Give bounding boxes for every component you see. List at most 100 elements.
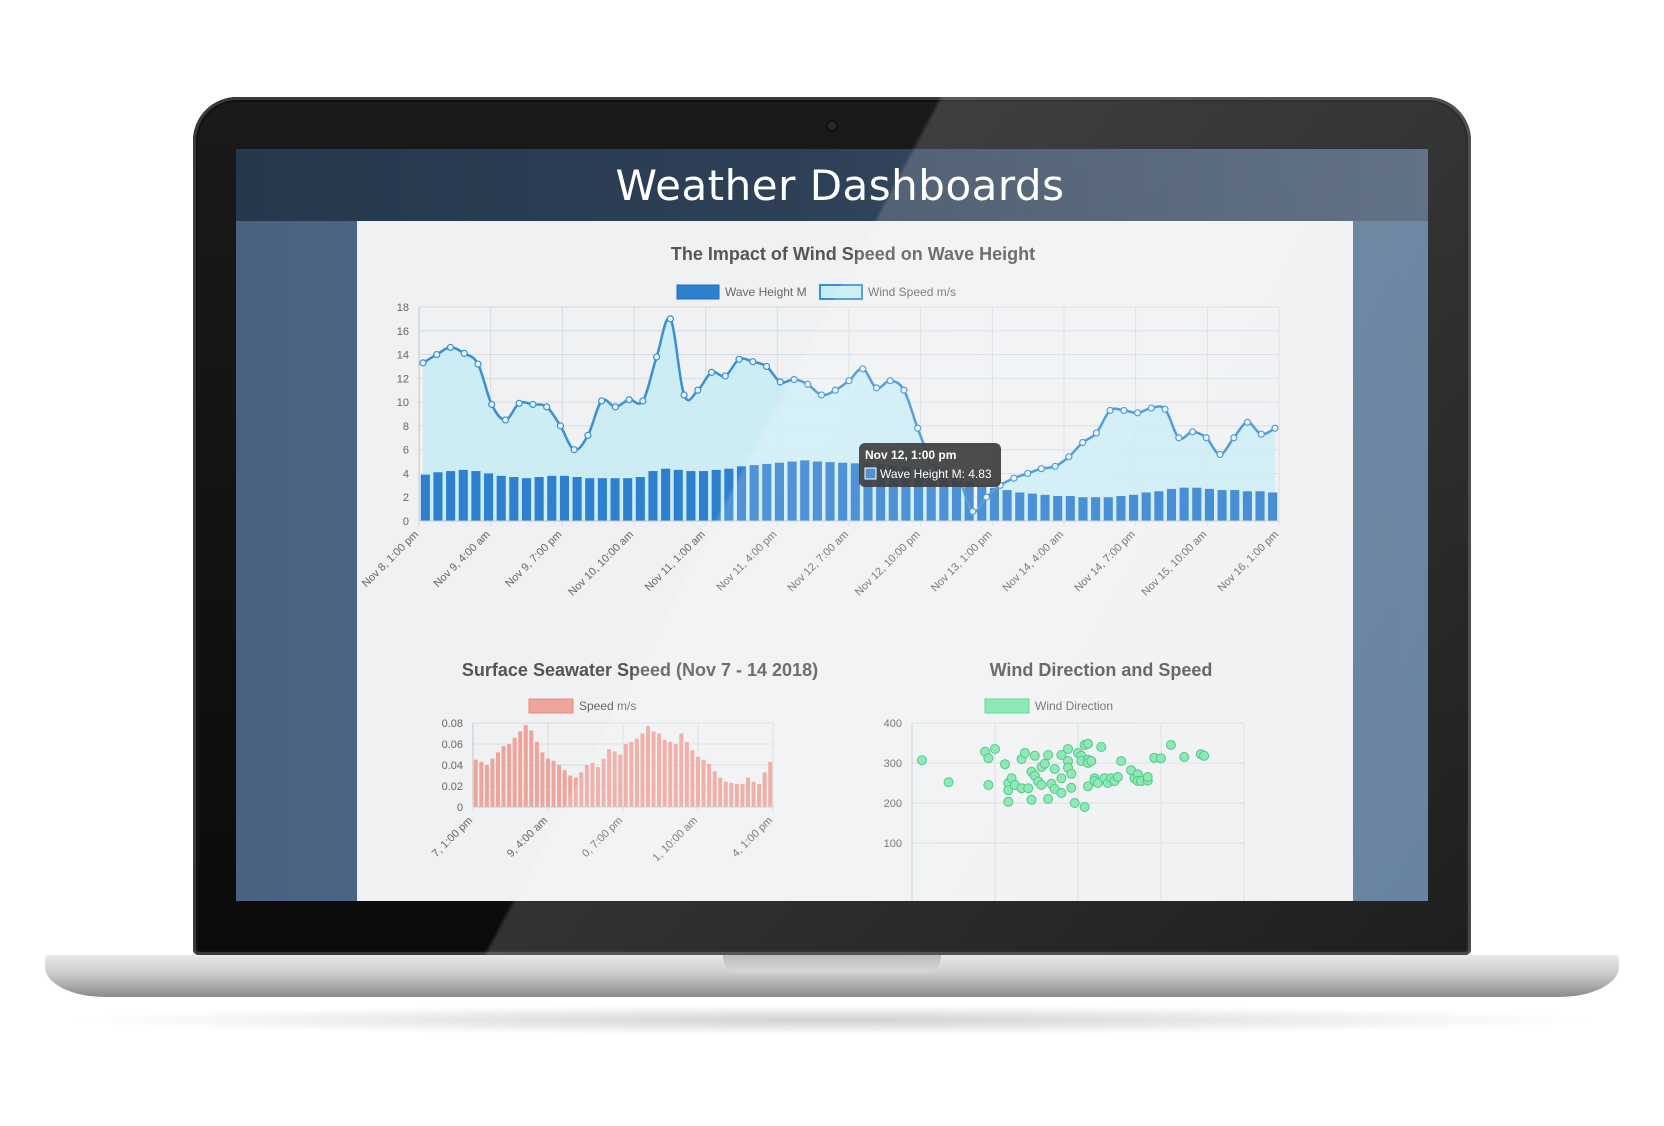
- sea-x-tick-label: 9, 4:00 am: [505, 815, 550, 860]
- seawater-speed-bar: [673, 744, 678, 807]
- wind-direction-point: [983, 753, 994, 764]
- wind-direction-point: [1056, 788, 1067, 798]
- wave-height-bar: [1040, 494, 1050, 521]
- wind-direction-point: [1036, 780, 1047, 790]
- wave-height-bar: [1002, 490, 1012, 521]
- wind-direction-point: [1142, 772, 1153, 782]
- wind-speed-point: [872, 384, 881, 392]
- seawater-speed-bar: [490, 758, 495, 807]
- wind-speed-point: [1257, 430, 1265, 438]
- wave-height-bar: [736, 466, 747, 521]
- wind-direction-point: [1043, 750, 1054, 760]
- seawater-chart-plot: [473, 725, 773, 807]
- wave-height-bar: [1179, 487, 1189, 521]
- wind-direction-point: [1156, 753, 1166, 764]
- seawater-speed-bar: [651, 731, 656, 807]
- legend-swatch-speed[interactable]: [528, 698, 574, 714]
- wind-speed-point: [1106, 406, 1114, 415]
- legend-label-speed[interactable]: Speed m/s: [579, 699, 636, 713]
- wind-speed-point: [570, 446, 578, 454]
- wind-speed-point: [488, 400, 496, 409]
- seawater-speed-bar: [546, 758, 550, 807]
- legend-label-wind-speed[interactable]: Wind Speed m/s: [868, 285, 956, 299]
- laptop-shadow: [60, 1005, 1604, 1035]
- wind-direction-point: [1019, 748, 1030, 758]
- main-y-tick-label: 4: [403, 468, 409, 480]
- main-x-tick-label: Nov 11, 4:00 pm: [714, 529, 779, 594]
- wind-speed-point: [900, 386, 908, 394]
- wave-height-bar: [901, 466, 911, 521]
- seawater-speed-bar: [723, 781, 728, 807]
- wind-speed-point: [611, 403, 619, 411]
- wind-speed-point: [1037, 465, 1045, 473]
- scatter-y-tick-label: 300: [884, 758, 902, 770]
- wave-height-bar: [914, 468, 924, 521]
- seawater-speed-bar: [701, 759, 706, 807]
- main-y-tick-label: 6: [403, 445, 409, 457]
- wave-height-bar: [509, 477, 519, 521]
- wind-speed-point: [543, 403, 551, 411]
- wind-speed-point: [1010, 474, 1018, 482]
- legend-label-wave-height[interactable]: Wave Height M: [725, 285, 807, 299]
- charts-canvas: The Impact of Wind Speed on Wave Height …: [360, 244, 1281, 901]
- wind-direction-point: [1043, 794, 1054, 804]
- wave-height-bar: [1192, 487, 1202, 521]
- seawater-speed-bar: [612, 751, 617, 807]
- seawater-speed-bar: [584, 765, 589, 807]
- main-x-tick-label: Nov 11, 1:00 am: [643, 529, 708, 594]
- wind-speed-point: [1161, 405, 1169, 413]
- seawater-speed-bar: [712, 771, 717, 807]
- seawater-speed-bar: [623, 744, 628, 807]
- legend-swatch-wave-height[interactable]: [676, 284, 720, 300]
- wind-speed-point: [1147, 404, 1155, 412]
- seawater-speed-bar: [590, 762, 595, 807]
- legend-swatch-wind-direction[interactable]: [984, 698, 1030, 714]
- sea-x-tick-label: 4, 1:00 pm: [730, 815, 775, 860]
- main-y-tick-label: 0: [403, 516, 409, 528]
- wave-height-bar: [686, 471, 696, 521]
- seawater-speed-bar: [679, 733, 684, 807]
- wave-height-bar: [876, 463, 886, 521]
- wave-height-bar: [433, 472, 443, 521]
- main-y-tick-label: 8: [403, 421, 409, 433]
- legend-label-wind-direction[interactable]: Wind Direction: [1035, 699, 1113, 713]
- wind-speed-point: [474, 360, 482, 368]
- wave-height-bar: [888, 465, 898, 521]
- seawater-speed-bar: [668, 741, 673, 807]
- seawater-speed-bar: [762, 772, 767, 807]
- wind-speed-point: [707, 368, 716, 376]
- wind-direction-point: [1063, 744, 1074, 754]
- seawater-speed-bar: [551, 760, 556, 807]
- wind-speed-point: [804, 380, 812, 388]
- sea-y-tick-label: 0.04: [442, 760, 463, 772]
- legend-swatch-wind-speed[interactable]: [819, 284, 863, 300]
- main-x-tick-label: Nov 10, 10:00 am: [566, 529, 636, 599]
- wind-direction-point: [1029, 750, 1040, 761]
- wave-height-bar: [1078, 497, 1088, 521]
- wind-speed-point: [982, 493, 991, 501]
- wave-height-bar: [812, 461, 822, 521]
- wave-height-bar: [635, 477, 645, 521]
- wave-height-bar: [420, 474, 430, 521]
- wave-height-bar: [1268, 492, 1278, 521]
- seawater-speed-bar: [496, 752, 500, 807]
- main-y-tick-label: 10: [397, 397, 409, 409]
- wind-speed-point: [625, 396, 633, 404]
- webcam: [826, 120, 838, 132]
- wind-speed-point: [515, 399, 523, 407]
- scatter-chart-plot: [916, 738, 1210, 812]
- wind-speed-point: [1092, 429, 1100, 437]
- wind-speed-area: [423, 317, 1275, 521]
- seawater-speed-bar: [523, 725, 528, 807]
- wind-direction-point: [1165, 740, 1176, 750]
- wave-height-bar: [787, 461, 797, 521]
- wave-height-bar: [724, 468, 734, 521]
- seawater-speed-bar: [634, 738, 639, 807]
- wind-speed-point: [653, 353, 661, 361]
- wind-speed-point: [1188, 428, 1197, 436]
- wave-height-bar: [762, 463, 772, 521]
- wave-height-bar: [825, 462, 835, 521]
- seawater-speed-bar: [579, 772, 584, 807]
- seawater-speed-bar: [768, 761, 773, 807]
- wave-height-bar: [496, 475, 506, 521]
